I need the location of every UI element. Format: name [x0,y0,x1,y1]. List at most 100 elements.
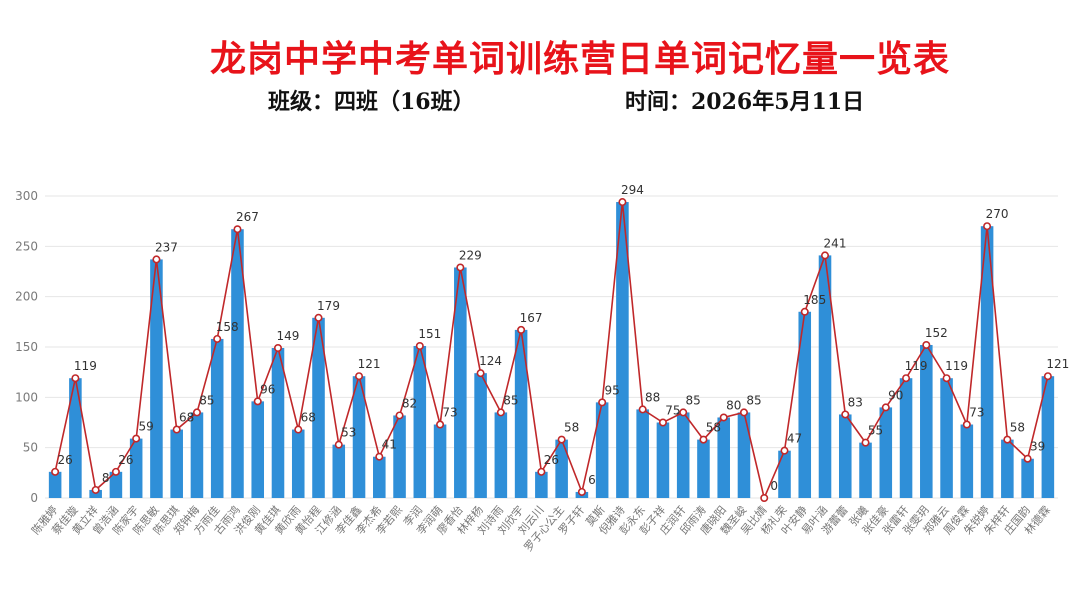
line-point [922,340,931,349]
bar [838,414,852,498]
data-label: 82 [402,396,417,410]
x-axis-labels: 陈雅婷蔡佳璇黄立祥曾浩涵陈家宇陈思敏陈思琪郑钟梅方雨佳古雨鸿洪俊刚黄佳琪黄欣雨黄… [28,503,1053,554]
bar [595,402,609,498]
line-point [618,198,627,207]
line-point [719,413,728,422]
line-point [577,487,586,496]
bar [231,229,244,498]
data-label: 270 [986,207,1009,221]
line-point [213,334,222,343]
bar [474,373,487,498]
line-point [314,313,323,322]
data-label: 59 [139,420,154,434]
data-label: 237 [155,240,178,254]
bar [514,329,528,498]
line-point [658,418,667,427]
line-point [415,341,424,350]
data-label: 119 [74,359,97,373]
y-tick-label: 200 [15,290,38,304]
bar [798,311,812,498]
line-point [821,251,830,260]
line-point [91,485,100,494]
data-label: 39 [1030,440,1045,454]
data-label: 58 [564,421,579,435]
line-point [51,467,60,476]
data-label: 95 [605,383,620,397]
data-label: 167 [520,311,543,325]
bar [879,407,893,498]
y-tick-label: 0 [30,491,38,505]
line-point [253,397,262,406]
bar [190,412,204,498]
bar [920,344,933,498]
data-label: 68 [179,411,194,425]
line-point [294,425,303,434]
bar [535,471,548,498]
line-point [1043,372,1052,381]
bar [960,424,974,498]
data-label: 8 [102,471,110,485]
bar-series [48,202,1055,499]
bar [778,450,791,498]
data-label: 85 [199,393,214,407]
bar [676,412,690,498]
y-axis-labels: 0 50 100 150 200 250 300 [15,189,38,505]
data-label: 58 [1010,421,1025,435]
bar [859,442,872,498]
line-point [132,434,141,443]
bar [737,412,751,498]
bar [170,429,183,498]
data-label: 26 [57,453,72,467]
data-label: 53 [341,426,356,440]
line-point [962,420,971,429]
y-tick-label: 250 [15,239,38,253]
bar [899,378,913,498]
line-point [395,411,404,420]
bar [312,317,325,498]
data-label: 75 [665,404,680,418]
line-point [983,222,992,231]
page-title: 龙岗中学中考单词训练营日单词记忆量一览表 [209,38,950,80]
line-point [537,467,546,476]
line-point [273,344,282,353]
data-label: 149 [277,329,300,343]
line-point [517,325,526,334]
y-tick-label: 100 [15,390,38,404]
data-label: 124 [479,354,502,368]
line-point [739,408,748,417]
line-series [51,198,1052,502]
bar [1001,439,1014,498]
data-label: 241 [824,236,847,250]
data-label: 85 [746,393,761,407]
line-point [152,255,161,264]
bar [433,424,447,498]
y-tick-label: 150 [15,340,38,354]
bar [393,415,406,498]
line-point [841,410,850,419]
bar [109,471,123,498]
bar [69,378,82,498]
data-label: 152 [925,326,948,340]
bar [89,489,102,498]
data-label: 80 [726,398,741,412]
data-label: 267 [236,210,259,224]
line-point [436,420,445,429]
data-label: 119 [905,359,928,373]
bar [656,422,670,498]
bar [454,267,467,498]
data-label: 90 [888,388,903,402]
data-label: 229 [459,248,482,262]
line-point [800,307,809,316]
data-label: 119 [945,359,968,373]
bar [271,348,285,498]
data-label: 121 [358,357,381,371]
class-info: 班级：四班（16班） [268,89,475,115]
line-point [760,493,769,502]
data-label: 85 [686,393,701,407]
data-label: 85 [503,393,518,407]
data-label: 151 [418,327,441,341]
line-point [598,398,607,407]
bar [251,401,265,498]
